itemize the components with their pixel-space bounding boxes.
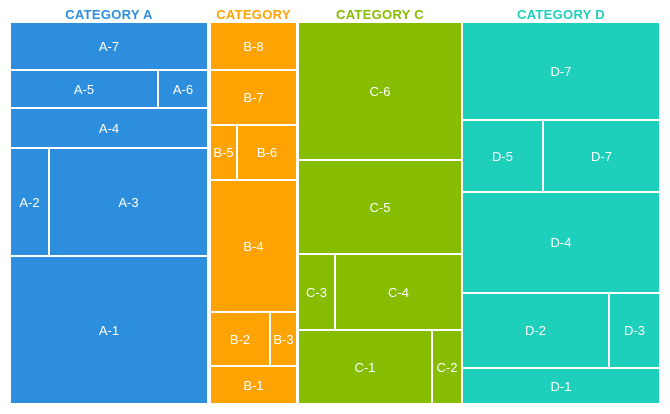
treemap-cell: B-2 <box>210 312 270 366</box>
treemap-cell: B-1 <box>210 366 297 404</box>
treemap-cell: C-2 <box>432 330 462 404</box>
treemap-cell: A-2 <box>10 148 49 256</box>
treemap-cell: D-2 <box>462 293 609 368</box>
treemap-cell: B-7 <box>210 70 297 125</box>
treemap-cell: C-3 <box>298 254 335 330</box>
treemap-cell: A-5 <box>10 70 158 108</box>
category-title: CATEGORY D <box>517 7 605 22</box>
treemap-cell: D-3 <box>609 293 660 368</box>
treemap-cell: D-7 <box>462 22 660 120</box>
treemap-cell: B-5 <box>210 125 237 180</box>
category-title: CATEGORY A <box>65 7 153 22</box>
treemap-cell: D-5 <box>462 120 543 192</box>
treemap-cell: B-4 <box>210 180 297 312</box>
treemap-cell: B-8 <box>210 22 297 70</box>
treemap-cell: A-1 <box>10 256 208 404</box>
treemap-cell: C-4 <box>335 254 462 330</box>
treemap-cell: D-1 <box>462 368 660 404</box>
treemap-cell: B-6 <box>237 125 297 180</box>
treemap-cell: C-1 <box>298 330 432 404</box>
treemap-cell: B-3 <box>270 312 297 366</box>
treemap-cell: C-6 <box>298 22 462 160</box>
treemap-cell: A-6 <box>158 70 208 108</box>
treemap-cell: D-7 <box>543 120 660 192</box>
category-title: CATEGORY C <box>336 7 424 22</box>
treemap-cell: A-4 <box>10 108 208 148</box>
treemap-cell: C-5 <box>298 160 462 254</box>
treemap-cell: A-3 <box>49 148 208 256</box>
treemap-cell: A-7 <box>10 22 208 70</box>
treemap-cell: D-4 <box>462 192 660 293</box>
